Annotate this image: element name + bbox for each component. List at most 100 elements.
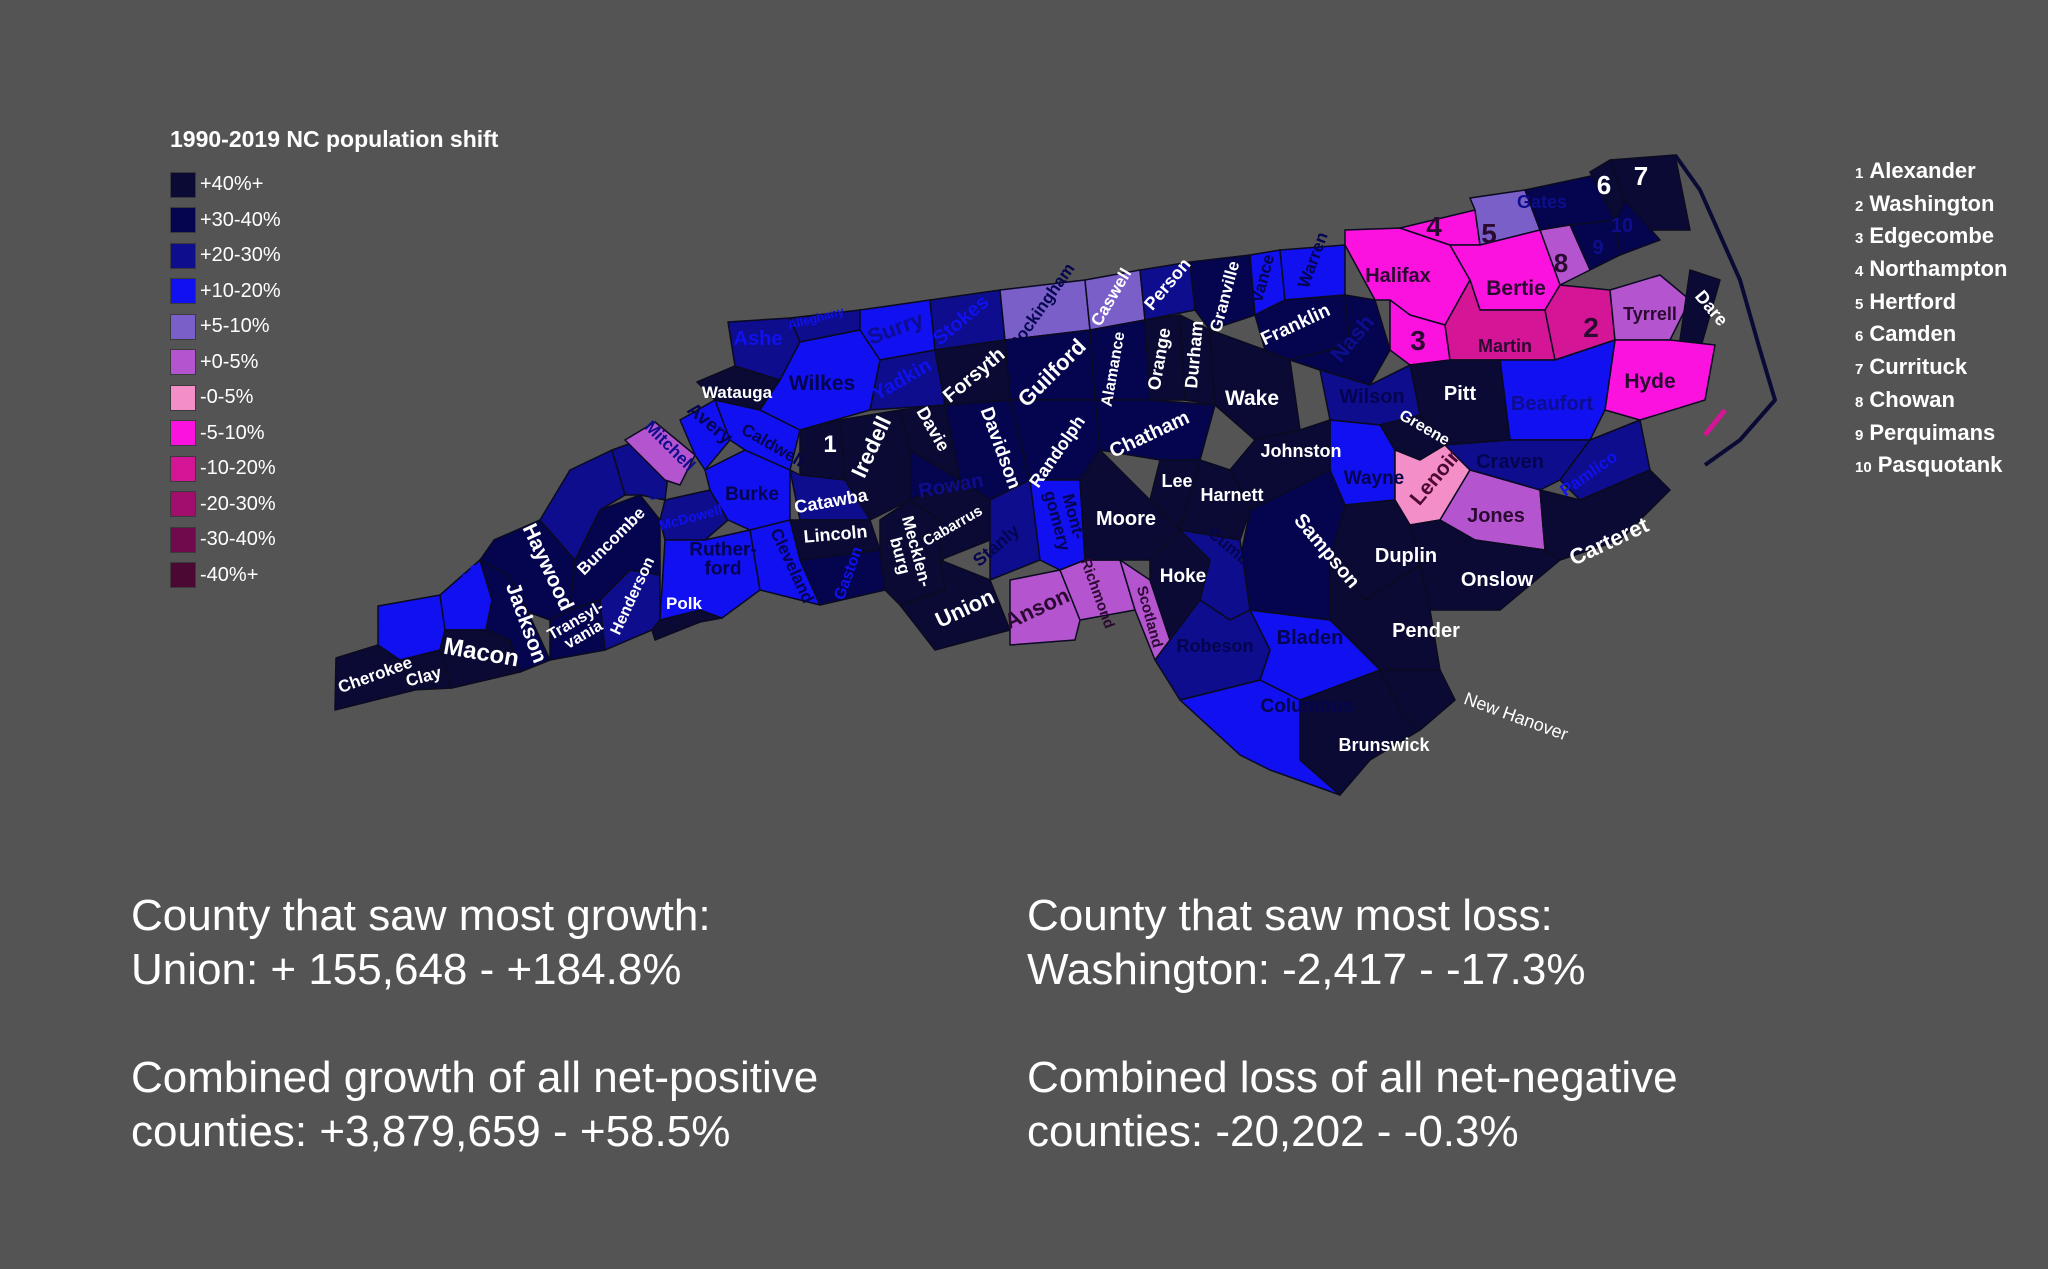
loss-value: Washington: -2,417 - -17.3%	[1027, 945, 1586, 994]
key-county-name: Chowan	[1869, 386, 1955, 412]
legend-swatch	[170, 242, 196, 269]
county-number-key: 1 Alexander 2 Washington 3 Edgecombe 4 North…	[1855, 158, 2007, 485]
label-edgecombe-number: 3	[1410, 325, 1426, 356]
key-county-name: Edgecombe	[1869, 223, 1995, 249]
county-mitchell	[624, 421, 696, 486]
label-halifax: Halifax	[1365, 265, 1431, 287]
label-beaufort: Beaufort	[1511, 393, 1594, 415]
label-rutherford: Ruther-ford	[689, 540, 757, 580]
label-johnston: Johnston	[1261, 441, 1342, 461]
key-number: 6	[1855, 328, 1864, 346]
legend-item: -40%+	[170, 558, 498, 594]
key-item: 10 Pasquotank	[1855, 452, 2007, 485]
label-perquimans-number: 9	[1592, 237, 1603, 259]
legend-swatch	[170, 420, 196, 447]
legend-swatch	[170, 562, 196, 589]
legend-label: -20-30%	[200, 492, 276, 515]
legend-label: -0-5%	[200, 386, 254, 409]
legend-label: -30-40%	[200, 528, 276, 551]
loss-heading: County that saw most loss:	[1027, 891, 1553, 940]
label-moore: Moore	[1096, 508, 1156, 530]
label-tyrrell: Tyrrell	[1623, 304, 1677, 324]
legend-swatch	[170, 455, 196, 482]
legend-label: +30-40%	[200, 208, 281, 231]
legend-label: -40%+	[200, 563, 259, 586]
key-county-name: Perquimans	[1869, 419, 1996, 445]
legend-swatch	[170, 526, 196, 553]
label-wilkes: Wilkes	[789, 372, 855, 395]
legend-item: -10-20%	[170, 451, 498, 487]
growth-heading: County that saw most growth:	[131, 891, 711, 940]
label-columbus: Columbus	[1261, 696, 1354, 717]
label-jones: Jones	[1467, 505, 1525, 527]
county-robeson	[1154, 599, 1271, 701]
county-union	[899, 559, 1011, 651]
key-county-name: Camden	[1869, 321, 1957, 347]
legend-item: +0-5%	[170, 345, 498, 381]
legend-swatch	[170, 171, 196, 198]
key-item: 5 Hertford	[1855, 289, 2007, 322]
legend-item: +20-30%	[170, 238, 498, 274]
legend-item: -5-10%	[170, 416, 498, 452]
label-northampton-number: 4	[1426, 211, 1442, 242]
legend-item: +40%+	[170, 167, 498, 203]
legend-label: +0-5%	[200, 350, 259, 373]
label-pasquotank-number: 10	[1611, 215, 1633, 237]
label-washington-number: 2	[1583, 312, 1599, 343]
county-granville	[1189, 254, 1256, 331]
label-pender: Pender	[1392, 620, 1460, 642]
label-brunswick: Brunswick	[1338, 735, 1430, 755]
legend-label: +40%+	[200, 173, 264, 196]
label-hertford-number: 5	[1481, 218, 1497, 249]
legend-item: +30-40%	[170, 203, 498, 239]
legend-item: -0-5%	[170, 380, 498, 416]
key-item: 8 Chowan	[1855, 387, 2007, 420]
key-number: 9	[1855, 426, 1864, 444]
legend-label: +20-30%	[200, 244, 281, 267]
label-gates: Gates	[1517, 192, 1567, 212]
label-pitt: Pitt	[1444, 383, 1477, 405]
label-bertie: Bertie	[1486, 277, 1546, 300]
loss-stats: County that saw most loss: Washington: -…	[1027, 889, 1678, 1159]
key-county-name: Hertford	[1869, 288, 1957, 314]
key-number: 8	[1855, 393, 1864, 411]
key-county-name: Pasquotank	[1877, 452, 2003, 478]
key-county-name: Northampton	[1869, 256, 2008, 282]
key-number: 5	[1855, 295, 1864, 313]
label-alexander-number: 1	[823, 431, 836, 458]
label-duplin: Duplin	[1375, 545, 1437, 567]
combined-growth-heading: Combined growth of all net-positive	[131, 1053, 819, 1102]
key-item: 1 Alexander	[1855, 158, 2007, 191]
county-rutherford	[659, 529, 761, 621]
legend-swatch	[170, 491, 196, 518]
legend-swatch	[170, 313, 196, 340]
label-polk: Polk	[666, 594, 702, 613]
key-item: 3 Edgecombe	[1855, 223, 2007, 256]
label-bladen: Bladen	[1277, 627, 1344, 649]
key-number: 7	[1855, 361, 1864, 379]
county-tyrrell	[1609, 274, 1691, 341]
legend-label: +5-10%	[200, 315, 270, 338]
county-buncombe	[569, 494, 661, 611]
county-anson	[1009, 569, 1081, 646]
label-martin: Martin	[1478, 336, 1532, 356]
key-number: 3	[1855, 230, 1864, 248]
legend-label: -10-20%	[200, 457, 276, 480]
county-pamlico	[1559, 419, 1651, 501]
key-item: 6 Camden	[1855, 321, 2007, 354]
county-currituck	[1609, 154, 1691, 231]
combined-growth-value: counties: +3,879,659 - +58.5%	[131, 1107, 731, 1156]
label-camden-number: 6	[1597, 170, 1611, 200]
outer-banks	[1673, 153, 1777, 467]
legend-item: +5-10%	[170, 309, 498, 345]
key-item: 7 Currituck	[1855, 354, 2007, 387]
legend-item: -20-30%	[170, 487, 498, 523]
legend-swatch	[170, 207, 196, 234]
key-number: 2	[1855, 197, 1864, 215]
legend-swatch	[170, 384, 196, 411]
key-number: 4	[1855, 263, 1864, 281]
label-robeson: Robeson	[1176, 636, 1253, 656]
key-county-name: Alexander	[1869, 158, 1976, 183]
map-legend: 1990-2019 NC population shift +40%+ +30-…	[170, 126, 498, 593]
